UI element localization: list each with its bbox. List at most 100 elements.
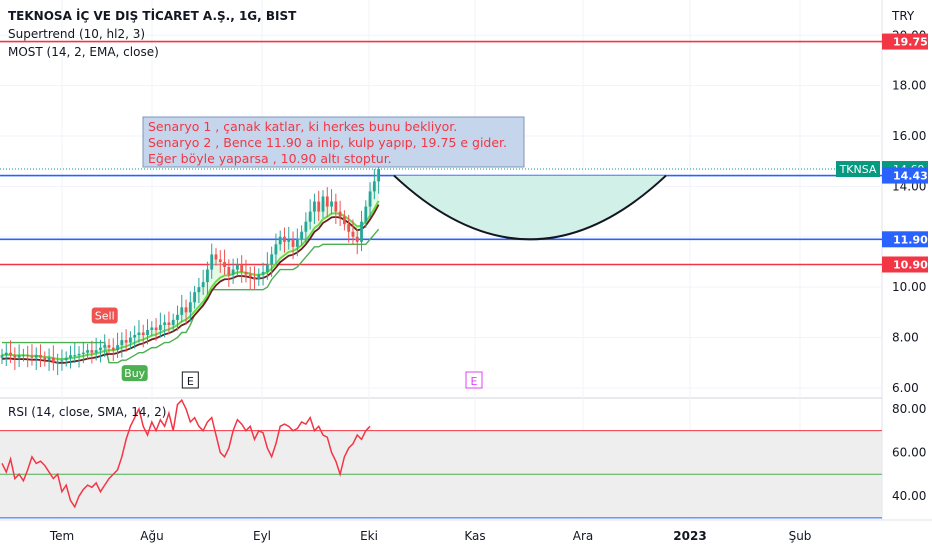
time-axis: Tem Ağu Eyl Eki Kas Ara 2023 Şub	[49, 529, 812, 543]
candle-body	[287, 239, 291, 242]
ema-line	[1, 204, 380, 364]
time-tick-label: Şub	[789, 529, 812, 543]
candle-body	[317, 201, 321, 212]
price-tick-label: 18.00	[892, 79, 926, 93]
candle-body	[56, 361, 60, 363]
annotation-line-1: Senaryo 1 , çanak katlar, ki herkes bunu…	[148, 119, 457, 134]
candle-body	[257, 274, 261, 280]
candle-body	[163, 322, 167, 325]
candle-body	[0, 355, 4, 358]
sell-signal	[91, 307, 118, 324]
candle-body	[223, 261, 226, 268]
candle-body	[206, 269, 209, 283]
rsi-tick-label: 80.00	[892, 402, 926, 416]
earnings-marker-upcoming	[465, 371, 483, 389]
price-tag-label: 19.75	[893, 36, 928, 49]
rsi-line	[1, 398, 371, 509]
candle-body	[4, 352, 8, 356]
candle-body	[236, 264, 239, 270]
indicator-most-label[interactable]: MOST (14, 2, EMA, close)	[8, 45, 159, 59]
candle-body	[90, 350, 94, 353]
candle-body	[351, 231, 355, 237]
price-tick-label: 16.00	[892, 129, 926, 143]
candle-body	[81, 352, 85, 354]
price-tag-label: 10.90	[893, 258, 928, 271]
rsi-band	[0, 430, 882, 519]
price-tag	[882, 231, 928, 248]
time-tick-label: Ara	[573, 529, 594, 543]
candle-body	[171, 319, 175, 325]
time-tick-label: Kas	[464, 529, 485, 543]
candle-body	[129, 337, 132, 343]
price-tag	[882, 256, 928, 273]
candle-body	[188, 302, 192, 313]
candle-body	[343, 216, 346, 225]
time-tick-label: Ağu	[140, 529, 163, 543]
candle-body	[51, 357, 55, 363]
price-tick-label: 10.00	[892, 280, 926, 294]
candle-body	[334, 201, 338, 212]
symbol-tag	[836, 161, 880, 178]
candle-body	[176, 314, 179, 320]
candle-body	[214, 254, 218, 260]
candle-body	[111, 347, 115, 351]
annotation-line-2: Senaryo 2 , Bence 11.90 a inip, kulp yap…	[148, 135, 507, 150]
candle-body	[248, 274, 252, 278]
price-tag	[882, 167, 928, 184]
candle-body	[124, 340, 128, 343]
earnings-marker-upcoming-label: E	[471, 375, 478, 388]
time-tick-label: Eki	[360, 529, 378, 543]
candle-body	[47, 357, 51, 361]
rsi-title[interactable]: RSI (14, close, SMA, 14, 2)	[8, 405, 166, 419]
candle-body	[338, 211, 342, 217]
symbol-title[interactable]: TEKNOSA İÇ VE DIŞ TİCARET A.Ş., 1G, BIST	[8, 8, 297, 23]
candle-body	[253, 277, 256, 280]
candle-body	[295, 239, 299, 247]
cup-curve	[393, 174, 667, 241]
candle-body	[69, 355, 72, 358]
candle-body	[313, 201, 316, 212]
candle-body	[103, 345, 107, 348]
candle-body	[265, 264, 269, 273]
currency-label: TRY	[891, 9, 915, 23]
candlestick-series	[0, 161, 381, 376]
signal-markers: Sell Buy E E	[91, 307, 483, 389]
candle-body	[308, 211, 312, 222]
supertrend-line	[2, 228, 380, 364]
candle-body	[197, 287, 201, 293]
earnings-marker	[181, 371, 199, 389]
candle-body	[218, 259, 222, 262]
candle-body	[9, 352, 12, 356]
symbol-tag-label: TKNSA	[839, 163, 877, 176]
annotation-box[interactable]	[142, 116, 525, 168]
candle-body	[244, 272, 248, 275]
annotation-note[interactable]: Senaryo 1 , çanak katlar, ki herkes bunu…	[142, 116, 525, 168]
candle-body	[377, 169, 381, 182]
candle-body	[120, 340, 124, 346]
candle-body	[325, 196, 329, 207]
indicator-supertrend-label[interactable]: Supertrend (10, hl2, 3)	[8, 27, 145, 41]
candle-body	[43, 357, 47, 361]
candle-body	[146, 329, 149, 336]
candle-body	[180, 307, 184, 315]
sell-signal-label: Sell	[95, 310, 115, 323]
candle-body	[261, 272, 265, 275]
time-tick-label: Eyl	[253, 529, 271, 543]
candle-body	[210, 254, 214, 270]
candle-body	[137, 332, 141, 336]
time-tick-label: 2023	[673, 529, 706, 543]
candle-body	[154, 327, 158, 330]
candle-body	[368, 191, 372, 207]
candle-body	[64, 357, 68, 361]
time-tick-label: Tem	[49, 529, 74, 543]
price-tick-label: 8.00	[892, 331, 919, 345]
candle-body	[158, 324, 162, 330]
candle-body	[355, 236, 359, 242]
candle-body	[34, 355, 38, 358]
candle-body	[133, 335, 137, 338]
candle-body	[300, 231, 303, 240]
candle-body	[150, 327, 154, 330]
candle-body	[184, 307, 188, 313]
